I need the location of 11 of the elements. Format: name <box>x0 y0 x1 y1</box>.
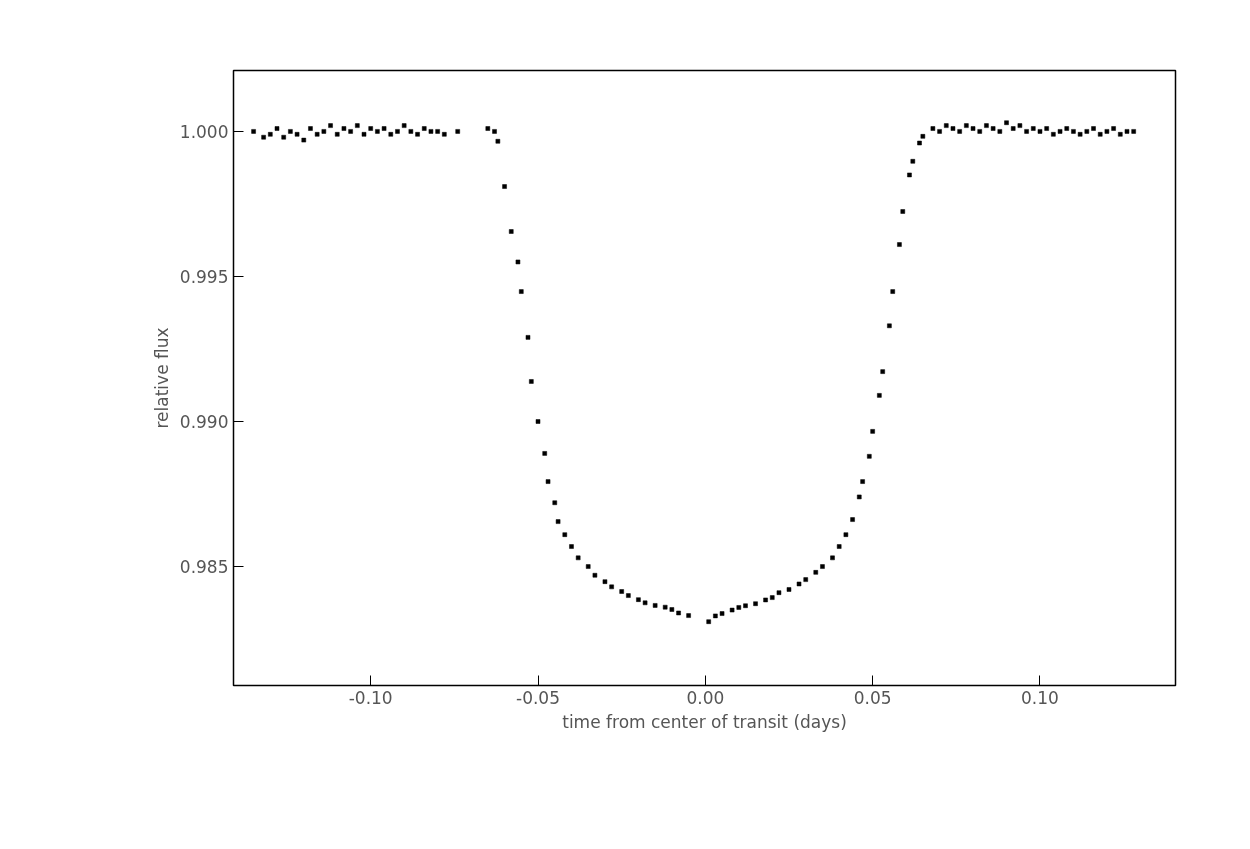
x-tick-label: -0.10 <box>348 687 393 708</box>
x-axis-title: time from center of transit (days) <box>562 711 847 732</box>
x-tick-label: 0.00 <box>686 687 725 708</box>
y-tick-label: 1.000 <box>179 121 229 142</box>
x-tick-label: -0.05 <box>516 687 561 708</box>
y-tick-label: 0.990 <box>179 412 229 433</box>
x-tick-label: 0.05 <box>853 687 892 708</box>
y-axis-title: relative flux <box>151 327 172 429</box>
y-tick-label: 0.995 <box>179 266 229 287</box>
y-tick-label: 0.985 <box>179 557 229 578</box>
x-tick-label: 0.10 <box>1021 687 1059 708</box>
